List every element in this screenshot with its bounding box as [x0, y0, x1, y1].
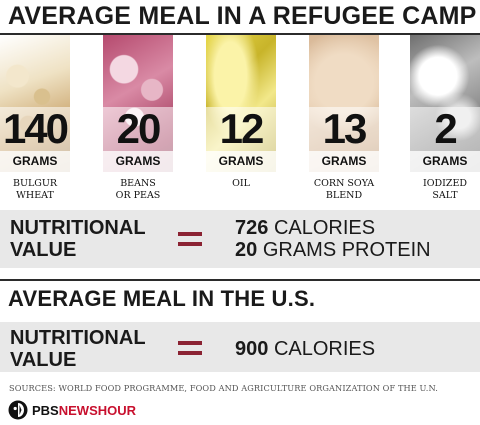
title-divider: [0, 33, 480, 35]
nutritional-value-label: NUTRITIONAL VALUE: [10, 217, 146, 261]
amount: 20: [103, 107, 173, 151]
page-title: AVERAGE MEAL IN A REFUGEE CAMP: [8, 2, 477, 30]
us-nutrition-panel: NUTRITIONAL VALUE 900 CALORIES: [0, 322, 480, 372]
sources-note: SOURCES: WORLD FOOD PROGRAMME, FOOD AND …: [9, 383, 438, 393]
protein-value: 20 GRAMS PROTEIN: [235, 239, 431, 261]
amount: 140: [0, 107, 70, 151]
logo-newshour: NEWSHOUR: [58, 402, 137, 418]
section-divider: [0, 279, 480, 281]
unit: GRAMS: [206, 151, 276, 172]
tile-oil: 12 GRAMS: [206, 35, 276, 172]
tile-bulgur-wheat: 140 GRAMS: [0, 35, 70, 172]
amount: 2: [410, 107, 480, 151]
equals-sign: [178, 232, 202, 248]
logo-pbs: PBS: [32, 402, 59, 418]
pbs-newshour-logo: PBS NEWSHOUR: [8, 400, 136, 420]
unit: GRAMS: [0, 151, 70, 172]
label-corn-soya-blend: CORN SOYA BLEND: [313, 178, 375, 201]
amount: 13: [309, 107, 379, 151]
unit: GRAMS: [103, 151, 173, 172]
label-iodized-salt: IODIZED SALT: [422, 178, 468, 201]
unit: GRAMS: [410, 151, 480, 172]
tile-corn-soya-blend: 13 GRAMS: [309, 35, 379, 172]
us-section-title: AVERAGE MEAL IN THE U.S.: [8, 286, 316, 311]
refugee-nutrition-panel: NUTRITIONAL VALUE 726 CALORIES 20 GRAMS …: [0, 210, 480, 268]
nutritional-value-label: NUTRITIONAL VALUE: [10, 327, 146, 371]
tile-beans-or-peas: 20 GRAMS: [103, 35, 173, 172]
label-beans-or-peas: BEANS OR PEAS: [115, 178, 161, 201]
equals-sign: [178, 341, 202, 357]
tile-iodized-salt: 2 GRAMS: [410, 35, 480, 172]
calories-value: 900 CALORIES: [235, 338, 376, 360]
amount: 12: [206, 107, 276, 151]
unit: GRAMS: [309, 151, 379, 172]
calories-value: 726 CALORIES: [235, 217, 376, 239]
label-oil: OIL: [232, 178, 250, 189]
pbs-head-icon: [8, 400, 28, 420]
label-bulgur-wheat: BULGUR WHEAT: [12, 178, 58, 201]
